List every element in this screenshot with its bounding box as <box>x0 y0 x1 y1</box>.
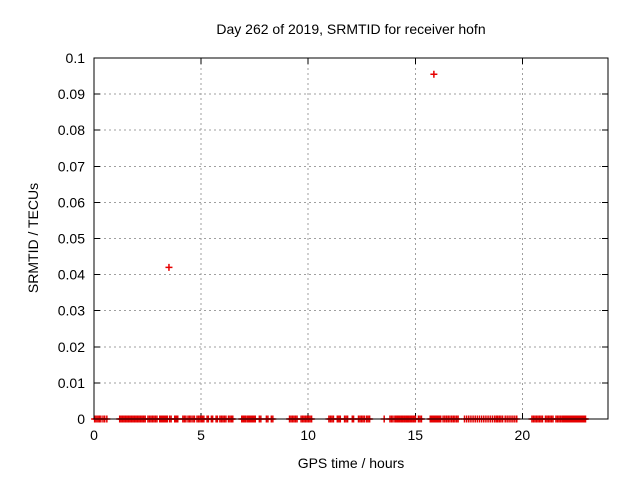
y-tick-labels: 0 0.01 0.02 0.03 0.04 0.05 0.06 0.07 0.08 0.09 0.1 <box>58 50 85 427</box>
y-tick-label: 0.1 <box>66 50 86 66</box>
x-axis-label: GPS time / hours <box>298 455 405 471</box>
y-tick-label: 0.02 <box>58 339 85 355</box>
y-tick-label: 0.04 <box>58 267 85 283</box>
data-points <box>91 70 590 423</box>
x-tick-label: 0 <box>90 427 98 443</box>
x-tick-label: 20 <box>515 427 531 443</box>
x-tick-label: 5 <box>197 427 205 443</box>
data-point-marker <box>165 263 173 271</box>
y-axis-label: SRMTID / TECUs <box>25 183 41 293</box>
y-tick-label: 0.05 <box>58 231 85 247</box>
x-tick-label: 15 <box>407 427 423 443</box>
chart-title: Day 262 of 2019, SRMTID for receiver hof… <box>216 21 485 37</box>
y-tick-label: 0.08 <box>58 122 85 138</box>
gridlines <box>94 58 608 419</box>
data-point-marker <box>430 70 438 78</box>
y-tick-label: 0 <box>77 411 85 427</box>
y-tick-label: 0.01 <box>58 375 85 391</box>
y-tick-label: 0.07 <box>58 158 85 174</box>
y-tick-label: 0.06 <box>58 194 85 210</box>
x-tick-label: 10 <box>300 427 316 443</box>
y-tick-label: 0.03 <box>58 303 85 319</box>
y-tick-label: 0.09 <box>58 86 85 102</box>
x-tick-labels: 0 5 10 15 20 <box>90 427 530 443</box>
plot-border <box>93 57 609 420</box>
